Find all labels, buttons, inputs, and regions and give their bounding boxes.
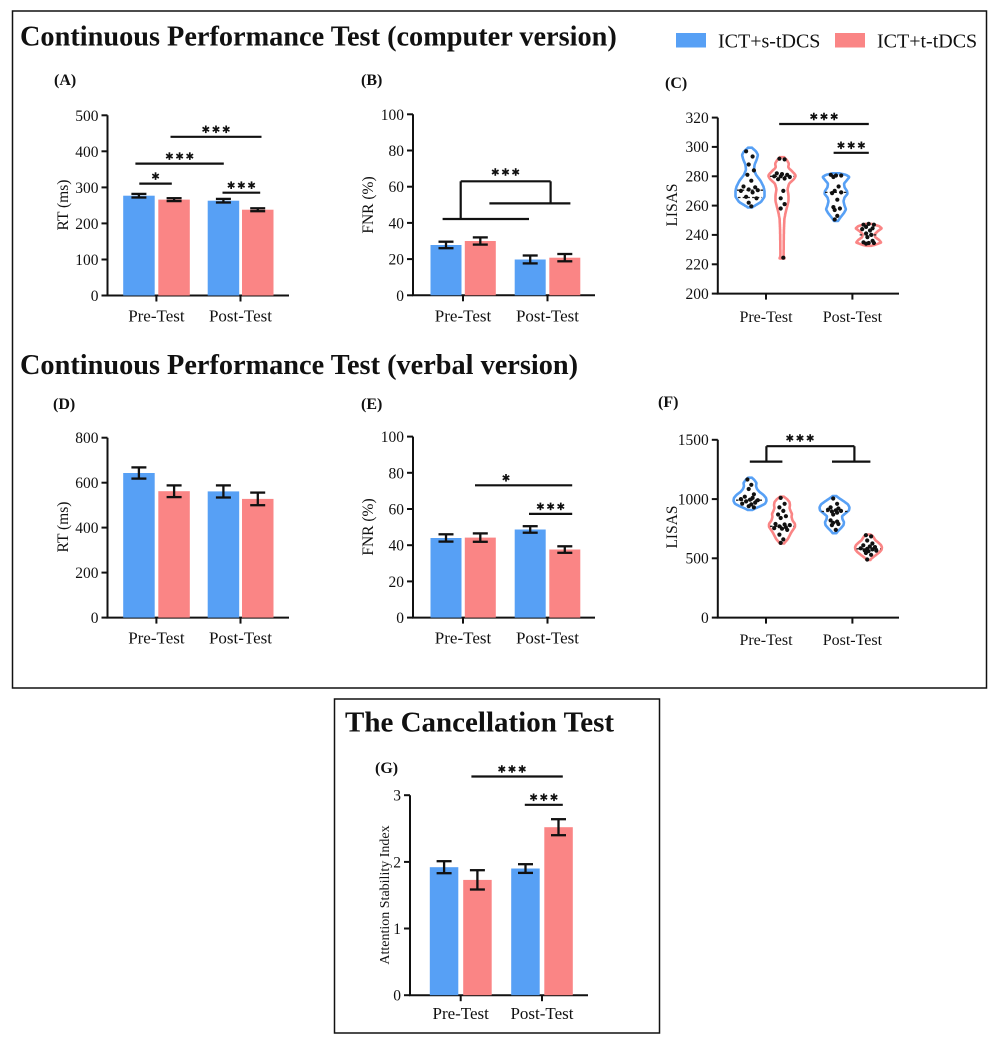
svg-text:100: 100 — [381, 107, 405, 124]
svg-text:3: 3 — [393, 788, 401, 805]
svg-text:40: 40 — [389, 538, 405, 555]
svg-text:Pre-Test: Pre-Test — [432, 1004, 489, 1023]
svg-text:20: 20 — [389, 574, 405, 591]
svg-text:500: 500 — [686, 551, 710, 568]
svg-text:100: 100 — [381, 429, 405, 446]
svg-text:(F): (F) — [658, 394, 678, 411]
svg-text:60: 60 — [389, 502, 405, 519]
svg-text:0: 0 — [701, 610, 709, 627]
svg-text:Post-Test: Post-Test — [516, 307, 579, 326]
svg-text:Attention Stability Index: Attention Stability Index — [378, 825, 393, 964]
svg-text:FNR (%): FNR (%) — [360, 176, 377, 233]
svg-text:Post-Test: Post-Test — [510, 1004, 573, 1023]
svg-text:ICT+s-tDCS: ICT+s-tDCS — [718, 31, 820, 53]
svg-text:0: 0 — [393, 988, 401, 1005]
svg-text:LISAS: LISAS — [664, 505, 681, 548]
svg-text:60: 60 — [389, 179, 405, 196]
svg-text:200: 200 — [686, 286, 710, 303]
svg-text:0: 0 — [396, 610, 404, 627]
svg-text:300: 300 — [686, 139, 710, 156]
svg-text:20: 20 — [389, 252, 405, 269]
svg-text:LISAS: LISAS — [664, 183, 681, 226]
svg-text:Continuous Performance Test (v: Continuous Performance Test (verbal vers… — [20, 350, 578, 381]
svg-text:0: 0 — [91, 610, 99, 627]
svg-text:Post-Test: Post-Test — [209, 629, 272, 648]
svg-text:2: 2 — [393, 854, 401, 871]
svg-text:0: 0 — [396, 288, 404, 305]
svg-text:Post-Test: Post-Test — [516, 629, 579, 648]
svg-text:(E): (E) — [361, 396, 382, 413]
svg-text:400: 400 — [75, 520, 99, 537]
svg-text:260: 260 — [686, 198, 710, 215]
svg-text:1: 1 — [393, 921, 401, 938]
svg-text:Pre-Test: Pre-Test — [435, 307, 492, 326]
svg-text:200: 200 — [75, 565, 99, 582]
svg-text:0: 0 — [91, 288, 99, 305]
svg-text:400: 400 — [75, 144, 99, 161]
svg-text:Pre-Test: Pre-Test — [128, 307, 185, 326]
svg-text:200: 200 — [75, 216, 99, 233]
svg-text:40: 40 — [389, 215, 405, 232]
svg-text:(C): (C) — [665, 75, 687, 92]
svg-text:80: 80 — [389, 143, 405, 160]
svg-text:Post-Test: Post-Test — [209, 307, 272, 326]
svg-text:(D): (D) — [53, 396, 75, 413]
svg-text:Pre-Test: Pre-Test — [128, 629, 185, 648]
svg-text:FNR (%): FNR (%) — [360, 498, 377, 555]
svg-text:The Cancellation Test: The Cancellation Test — [345, 707, 614, 739]
svg-text:240: 240 — [686, 227, 710, 244]
svg-text:Pre-Test: Pre-Test — [739, 632, 793, 649]
svg-text:1000: 1000 — [678, 491, 709, 508]
svg-text:80: 80 — [389, 465, 405, 482]
svg-text:Continuous Performance Test (c: Continuous Performance Test (computer ve… — [20, 22, 617, 53]
svg-text:280: 280 — [686, 169, 710, 186]
svg-text:Post-Test: Post-Test — [823, 632, 883, 649]
svg-text:ICT+t-tDCS: ICT+t-tDCS — [877, 31, 977, 53]
svg-text:RT (ms): RT (ms) — [55, 502, 72, 553]
svg-text:Pre-Test: Pre-Test — [435, 629, 492, 648]
svg-text:100: 100 — [75, 252, 99, 269]
svg-text:300: 300 — [75, 180, 99, 197]
svg-text:(G): (G) — [375, 760, 398, 777]
svg-text:Pre-Test: Pre-Test — [739, 309, 793, 326]
svg-text:220: 220 — [686, 257, 710, 274]
svg-text:Post-Test: Post-Test — [823, 309, 883, 326]
svg-text:(B): (B) — [361, 72, 382, 89]
svg-text:500: 500 — [75, 108, 99, 125]
svg-text:600: 600 — [75, 475, 99, 492]
svg-text:800: 800 — [75, 430, 99, 447]
svg-text:320: 320 — [686, 110, 710, 127]
svg-text:1500: 1500 — [678, 432, 709, 449]
svg-text:RT (ms): RT (ms) — [55, 180, 72, 231]
svg-text:(A): (A) — [54, 72, 76, 89]
